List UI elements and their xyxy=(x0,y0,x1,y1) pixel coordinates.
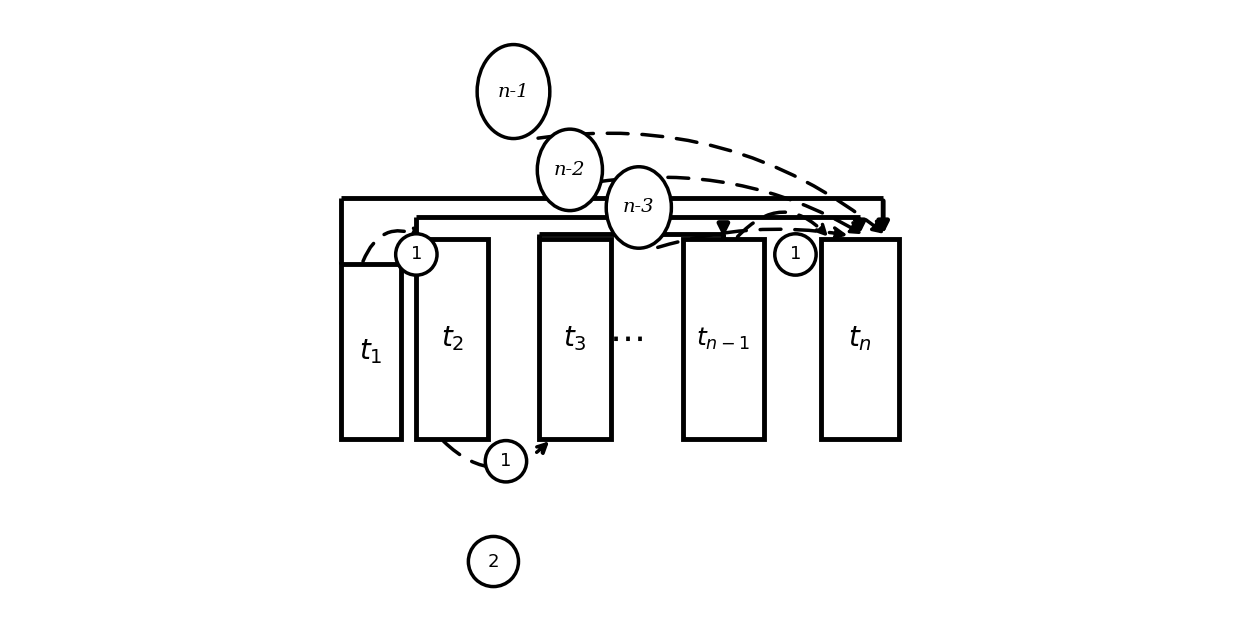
Text: $t_2$: $t_2$ xyxy=(440,325,464,354)
Bar xyxy=(683,239,764,440)
Circle shape xyxy=(775,234,816,275)
Bar xyxy=(417,239,489,440)
Text: $t_1$: $t_1$ xyxy=(360,337,383,366)
Ellipse shape xyxy=(606,167,671,248)
Bar xyxy=(821,239,899,440)
Circle shape xyxy=(469,536,518,587)
Text: n-2: n-2 xyxy=(554,161,585,179)
Text: $t_n$: $t_n$ xyxy=(848,325,872,354)
Ellipse shape xyxy=(477,45,549,139)
Text: 1: 1 xyxy=(500,452,512,470)
Text: $\cdots$: $\cdots$ xyxy=(609,322,644,356)
Bar xyxy=(341,264,401,440)
Text: 2: 2 xyxy=(487,553,500,570)
Text: 1: 1 xyxy=(790,246,801,264)
Text: $t_{n-1}$: $t_{n-1}$ xyxy=(697,326,750,352)
Text: 1: 1 xyxy=(410,246,422,264)
Circle shape xyxy=(396,234,436,275)
Bar xyxy=(538,239,610,440)
Text: $t_3$: $t_3$ xyxy=(563,325,587,354)
Text: n-1: n-1 xyxy=(497,82,529,100)
Ellipse shape xyxy=(537,129,603,210)
Text: n-3: n-3 xyxy=(622,198,655,217)
Circle shape xyxy=(485,441,527,482)
